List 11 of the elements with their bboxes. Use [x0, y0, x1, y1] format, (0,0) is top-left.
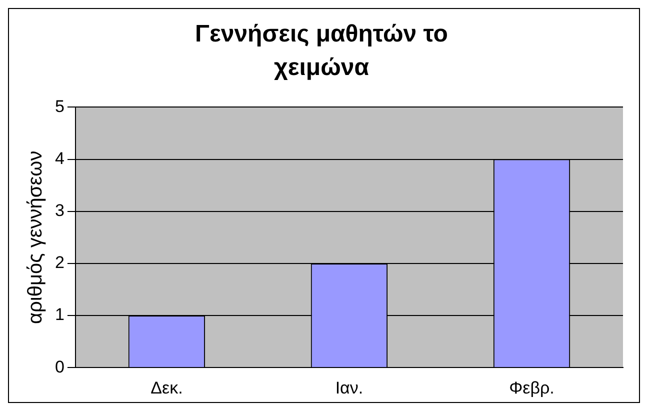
- y-tick-label: 4: [54, 148, 64, 168]
- x-tick-label: Δεκ.: [150, 378, 183, 398]
- x-tick-label: Φεβρ.: [509, 378, 554, 398]
- x-tick-label: Ιαν.: [335, 378, 364, 398]
- y-axis-title: αριθμός γεννήσεων: [24, 150, 47, 324]
- y-tick-label: 2: [54, 253, 64, 272]
- chart-title: Γεννήσεις μαθητών το χειμώνα: [195, 20, 448, 82]
- y-tick-label: 3: [54, 201, 64, 220]
- y-tick-label: 0: [54, 357, 64, 376]
- y-tick-label: 5: [54, 96, 64, 116]
- y-tick-label: 1: [54, 305, 64, 324]
